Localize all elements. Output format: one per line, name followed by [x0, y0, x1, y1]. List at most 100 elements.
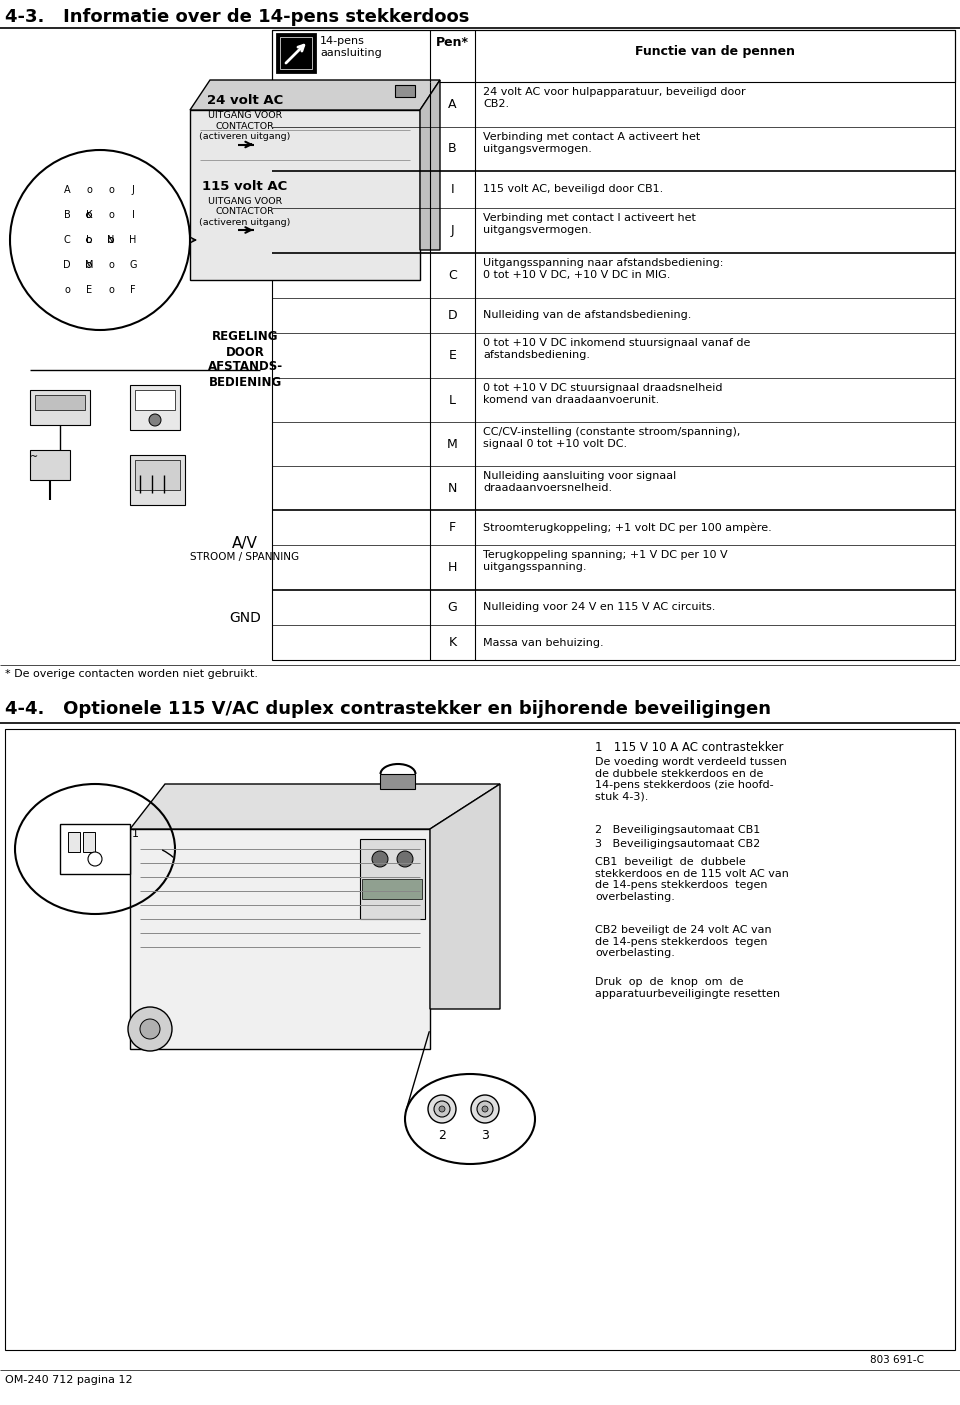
- Text: Verbinding met contact I activeert het
uitgangsvermogen.: Verbinding met contact I activeert het u…: [483, 214, 696, 235]
- Text: Uitgangsspanning naar afstandsbediening:
0 tot +10 V DC, +10 V DC in MIG.: Uitgangsspanning naar afstandsbediening:…: [483, 259, 724, 280]
- Circle shape: [434, 1102, 450, 1117]
- Bar: [130, 829, 430, 1050]
- Text: M: M: [84, 260, 93, 270]
- Text: A: A: [63, 185, 70, 195]
- Text: CB2 beveiligt de 24 volt AC van
de 14-pens stekkerdoos  tegen
overbelasting.: CB2 beveiligt de 24 volt AC van de 14-pe…: [595, 924, 772, 958]
- Bar: [35, 395, 85, 410]
- Text: L: L: [449, 393, 456, 406]
- Text: o: o: [108, 260, 114, 270]
- Text: K: K: [448, 636, 457, 649]
- Circle shape: [482, 1106, 488, 1111]
- Text: G: G: [130, 260, 136, 270]
- Polygon shape: [130, 784, 500, 829]
- Text: 2   Beveiligingsautomaat CB1: 2 Beveiligingsautomaat CB1: [595, 825, 760, 835]
- Circle shape: [149, 414, 161, 426]
- Text: E: E: [448, 348, 456, 362]
- Bar: [30, 391, 90, 424]
- Text: H: H: [447, 561, 457, 575]
- Text: E: E: [86, 285, 92, 295]
- Text: 0 tot +10 V DC inkomend stuursignaal vanaf de
afstandsbediening.: 0 tot +10 V DC inkomend stuursignaal van…: [483, 339, 751, 360]
- Text: N: N: [447, 482, 457, 495]
- Bar: [130, 385, 180, 430]
- Text: Druk  op  de  knop  om  de
apparatuurbeveiligingte resetten: Druk op de knop om de apparatuurbeveilig…: [595, 976, 780, 999]
- Polygon shape: [420, 80, 440, 250]
- Text: 115 volt AC, beveiligd door CB1.: 115 volt AC, beveiligd door CB1.: [483, 184, 663, 194]
- Text: o: o: [108, 185, 114, 195]
- Bar: [380, 774, 415, 790]
- Circle shape: [140, 1019, 160, 1040]
- Bar: [190, 110, 420, 280]
- Text: I: I: [132, 209, 134, 221]
- Circle shape: [128, 1007, 172, 1051]
- Bar: [272, 30, 955, 660]
- Text: C: C: [448, 268, 457, 282]
- Text: I: I: [450, 183, 454, 197]
- Text: CB1  beveiligt  de  dubbele
stekkerdoos en de 115 volt AC van
de 14-pens stekker: CB1 beveiligt de dubbele stekkerdoos en …: [595, 857, 789, 902]
- Polygon shape: [430, 784, 500, 1009]
- Circle shape: [372, 851, 388, 867]
- Text: A/V: A/V: [232, 535, 258, 551]
- Text: Nulleiding van de afstandsbediening.: Nulleiding van de afstandsbediening.: [483, 311, 691, 320]
- Text: o: o: [108, 285, 114, 295]
- Bar: [360, 839, 425, 919]
- Text: G: G: [447, 601, 457, 614]
- Text: M: M: [447, 437, 458, 451]
- Text: o: o: [108, 209, 114, 221]
- Text: D: D: [447, 309, 457, 322]
- Text: Massa van behuizing.: Massa van behuizing.: [483, 638, 604, 648]
- Text: C: C: [63, 235, 70, 244]
- Text: 1   115 V 10 A AC contrastekker: 1 115 V 10 A AC contrastekker: [595, 740, 783, 754]
- Circle shape: [86, 237, 91, 243]
- Circle shape: [471, 1094, 499, 1123]
- Circle shape: [86, 263, 91, 267]
- Text: 1: 1: [132, 829, 139, 839]
- Text: Stroomterugkoppeling; +1 volt DC per 100 ampère.: Stroomterugkoppeling; +1 volt DC per 100…: [483, 523, 772, 532]
- Text: Nulleiding aansluiting voor signaal
draadaanvoersnelheid.: Nulleiding aansluiting voor signaal draa…: [483, 471, 676, 493]
- Polygon shape: [190, 80, 440, 110]
- Text: Verbinding met contact A activeert het
uitgangsvermogen.: Verbinding met contact A activeert het u…: [483, 132, 700, 153]
- Bar: [30, 450, 70, 481]
- Text: J: J: [450, 223, 454, 237]
- Bar: [135, 391, 175, 410]
- Text: N: N: [108, 235, 114, 244]
- Text: o: o: [86, 185, 92, 195]
- Text: 2: 2: [438, 1130, 446, 1142]
- Bar: [83, 832, 95, 851]
- Text: F: F: [449, 521, 456, 534]
- Text: 24 volt AC voor hulpapparatuur, beveiligd door
CB2.: 24 volt AC voor hulpapparatuur, beveilig…: [483, 87, 746, 108]
- Text: De voeding wordt verdeeld tussen
de dubbele stekkerdoos en de
14-pens stekkerdoo: De voeding wordt verdeeld tussen de dubb…: [595, 757, 787, 802]
- Bar: [68, 832, 80, 851]
- Text: B: B: [448, 142, 457, 156]
- Circle shape: [477, 1102, 493, 1117]
- Bar: [135, 459, 180, 490]
- Text: UITGANG VOOR
CONTACTOR
(activeren uitgang): UITGANG VOOR CONTACTOR (activeren uitgan…: [200, 111, 291, 142]
- Text: 3   Beveiligingsautomaat CB2: 3 Beveiligingsautomaat CB2: [595, 839, 760, 849]
- Text: Terugkoppeling spanning; +1 V DC per 10 V
uitgangsspanning.: Terugkoppeling spanning; +1 V DC per 10 …: [483, 549, 728, 572]
- Text: UITGANG VOOR
CONTACTOR
(activeren uitgang): UITGANG VOOR CONTACTOR (activeren uitgan…: [200, 197, 291, 226]
- Text: o: o: [64, 285, 70, 295]
- Bar: [272, 30, 955, 81]
- Circle shape: [397, 851, 413, 867]
- Bar: [130, 455, 185, 504]
- Circle shape: [428, 1094, 456, 1123]
- Text: Functie van de pennen: Functie van de pennen: [635, 45, 795, 58]
- Text: REGELING
DOOR
AFSTANDS-
BEDIENING: REGELING DOOR AFSTANDS- BEDIENING: [207, 330, 282, 389]
- Text: STROOM / SPANNING: STROOM / SPANNING: [190, 552, 300, 562]
- Circle shape: [439, 1106, 445, 1111]
- Bar: [277, 34, 315, 72]
- Text: A: A: [448, 98, 457, 111]
- Text: L: L: [86, 235, 92, 244]
- Text: 115 volt AC: 115 volt AC: [203, 180, 288, 192]
- Circle shape: [88, 851, 102, 865]
- Bar: [280, 37, 312, 69]
- Text: 4-4.   Optionele 115 V/AC duplex contrastekker en bijhorende beveiligingen: 4-4. Optionele 115 V/AC duplex contraste…: [5, 700, 771, 718]
- Text: ~: ~: [30, 452, 38, 462]
- Text: J: J: [132, 185, 134, 195]
- Text: 4-3.   Informatie over de 14-pens stekkerdoos: 4-3. Informatie over de 14-pens stekkerd…: [5, 8, 469, 27]
- Text: H: H: [130, 235, 136, 244]
- Text: 24 volt AC: 24 volt AC: [206, 94, 283, 108]
- Bar: [5, 729, 955, 1350]
- Circle shape: [108, 237, 113, 243]
- Bar: [395, 84, 415, 97]
- Text: Nulleiding voor 24 V en 115 V AC circuits.: Nulleiding voor 24 V en 115 V AC circuit…: [483, 603, 715, 613]
